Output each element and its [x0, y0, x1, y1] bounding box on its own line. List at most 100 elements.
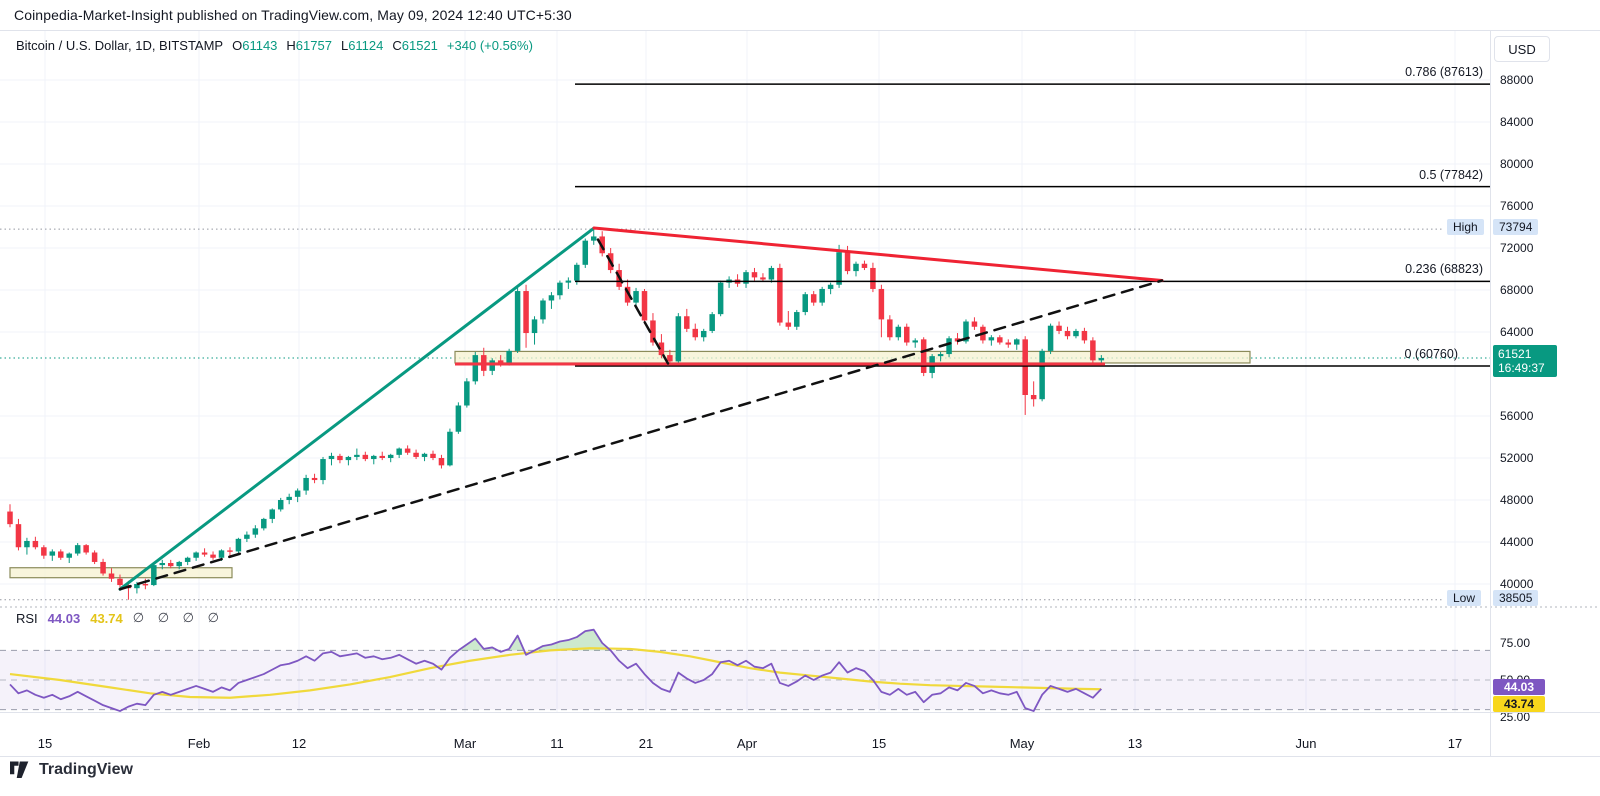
candle-body	[1022, 339, 1028, 395]
price-axis-label: 64000	[1500, 325, 1534, 339]
candle-body	[455, 405, 462, 432]
candle-body	[489, 360, 495, 371]
candle-body	[667, 355, 673, 362]
candle-body	[24, 540, 30, 548]
candle-body	[760, 277, 766, 280]
candle-body	[997, 337, 1003, 343]
candle-body	[1098, 358, 1105, 361]
candle-body	[371, 455, 377, 460]
candle-body	[675, 316, 682, 362]
candle-body	[1081, 330, 1088, 341]
rsi-overbought-fill	[534, 629, 611, 651]
candle-body	[320, 459, 326, 481]
candle-body	[362, 454, 369, 460]
candle-body	[506, 350, 512, 364]
axis-divider	[1490, 31, 1491, 756]
price-axis-label: 88000	[1500, 73, 1534, 87]
candle-body	[717, 282, 724, 315]
candle-body	[438, 458, 445, 466]
rsi-legend[interactable]: RSI 44.03 43.74 ∅ ∅ ∅ ∅	[16, 610, 224, 626]
candle-body	[261, 518, 267, 529]
candle-body	[184, 557, 191, 562]
candle-body	[100, 561, 106, 574]
candle-body	[861, 263, 868, 268]
time-axis-label: 15	[37, 736, 53, 751]
black-dashed-drop	[596, 238, 670, 365]
candle-body	[447, 431, 453, 466]
candle-body	[218, 550, 225, 558]
candle-body	[557, 282, 563, 296]
candle-body	[49, 551, 56, 556]
candle-body	[134, 584, 140, 589]
rsi-line	[9, 628, 1102, 712]
candle-body	[142, 584, 149, 586]
black-dashed-support	[118, 279, 1164, 591]
time-axis-label: 17	[1447, 736, 1463, 751]
tradingview-logo[interactable]: TradingView	[10, 760, 133, 780]
candle-body	[176, 561, 182, 567]
candle-body	[523, 291, 529, 334]
red-downtrend	[592, 226, 1164, 283]
zone-box	[454, 350, 1251, 364]
candle-body	[345, 456, 352, 461]
candle-body	[912, 340, 918, 343]
candle-body	[531, 319, 538, 334]
candle-body	[252, 528, 259, 535]
price-axis-label: 44000	[1500, 535, 1534, 549]
divider	[0, 30, 1600, 31]
time-axis-label: 11	[550, 736, 564, 751]
candle-body	[709, 314, 715, 331]
candle-body	[920, 339, 927, 373]
candle-body	[1090, 340, 1096, 361]
candle-body	[404, 448, 411, 453]
candle-body	[514, 291, 521, 351]
candle-body	[159, 563, 166, 566]
candle-body	[379, 455, 385, 458]
high-marker-label: High	[1447, 219, 1484, 235]
candle-body	[32, 540, 39, 548]
candle-body	[785, 322, 792, 327]
candle-body	[151, 565, 157, 586]
candle-body	[692, 328, 699, 338]
candle-body	[235, 538, 242, 552]
candle-body	[303, 477, 309, 491]
high-marker-value: 73794	[1493, 219, 1539, 235]
candle-body	[937, 354, 944, 357]
candle-body	[802, 294, 808, 313]
currency-toggle-button[interactable]: USD	[1494, 36, 1550, 62]
candle-body	[74, 545, 81, 554]
candle-body	[354, 454, 360, 457]
current-price-value: 61521	[1498, 347, 1532, 361]
candle-body	[91, 552, 98, 562]
candle-body	[633, 291, 639, 303]
candle-body	[328, 455, 335, 460]
fib-level-label: 0.236 (68823)	[1405, 262, 1483, 277]
ohlc-open: O61143	[232, 38, 278, 53]
candle-body	[15, 524, 22, 548]
candle-body	[658, 342, 665, 356]
candle-body	[193, 552, 199, 558]
tradingview-logo-text: TradingView	[39, 761, 133, 778]
candle-body	[201, 552, 208, 555]
candle-body	[472, 355, 479, 382]
symbol-legend[interactable]: Bitcoin / U.S. Dollar, 1D, BITSTAMP O611…	[16, 38, 533, 53]
candle-body	[971, 321, 978, 327]
rsi-ma-line	[9, 647, 1102, 699]
candle-body	[777, 267, 783, 323]
candle-body	[844, 252, 851, 272]
fib-level-label: 0.5 (77842)	[1419, 167, 1483, 182]
candle-body	[227, 550, 233, 552]
candle-body	[988, 337, 995, 341]
candle-body	[294, 490, 301, 497]
candle-body	[210, 554, 216, 558]
rsi-ma-badge: 43.74	[1493, 696, 1545, 712]
ohlc-high: H61757	[286, 38, 332, 53]
candle-body	[83, 545, 89, 553]
candle-body	[1005, 342, 1012, 345]
candle-body	[768, 267, 775, 280]
time-axis-label: 12	[291, 736, 307, 751]
attribution-text: Coinpedia-Market-Insight published on Tr…	[14, 7, 572, 23]
rsi-axis-label: 25.00	[1500, 710, 1531, 724]
